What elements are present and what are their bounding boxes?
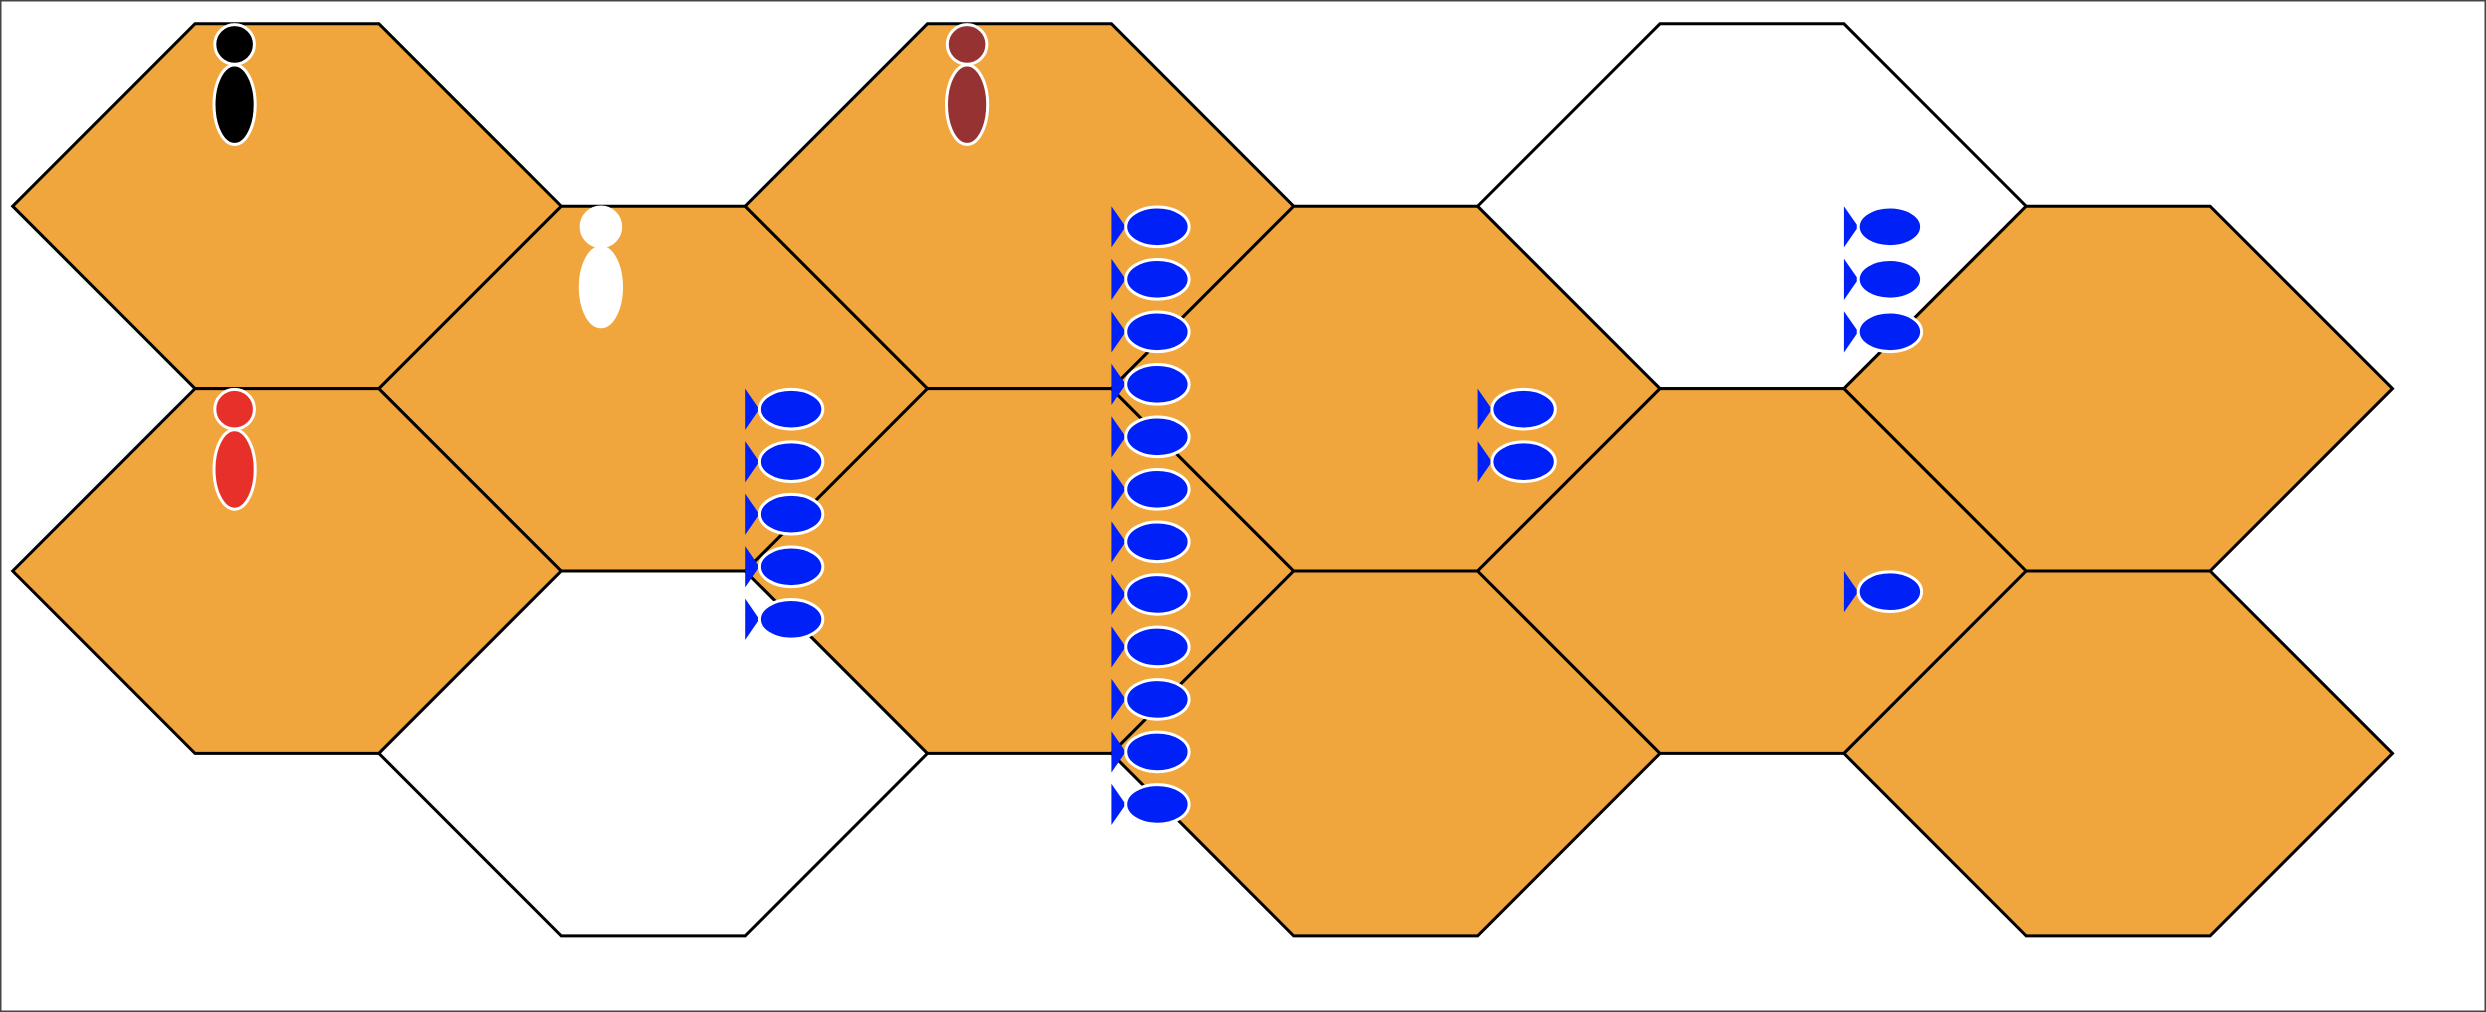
blue-disc-body bbox=[1124, 573, 1191, 616]
blue-disc-body bbox=[1124, 520, 1191, 564]
blue-flag-marker bbox=[745, 493, 760, 535]
blue-flag-marker bbox=[1843, 311, 1859, 353]
blue-disc[interactable] bbox=[1111, 363, 1191, 406]
brown-pawn-head bbox=[945, 23, 989, 66]
blue-disc-body bbox=[1490, 440, 1557, 484]
blue-disc[interactable] bbox=[745, 492, 825, 536]
white-pawn[interactable] bbox=[578, 205, 624, 329]
blue-disc[interactable] bbox=[1111, 205, 1191, 249]
blue-disc-body bbox=[757, 545, 825, 589]
blue-flag-marker bbox=[1477, 441, 1492, 483]
blue-flag-marker bbox=[1111, 731, 1126, 773]
white-pawn-body bbox=[578, 245, 624, 329]
blue-disc[interactable] bbox=[1111, 520, 1191, 564]
blue-flag-marker bbox=[1111, 626, 1126, 668]
blue-flag-marker bbox=[745, 441, 760, 483]
blue-flag-marker bbox=[1111, 258, 1126, 300]
blue-flag-marker bbox=[1843, 571, 1859, 613]
blue-flag-marker bbox=[1111, 416, 1126, 458]
blue-disc-body bbox=[1490, 387, 1557, 431]
blue-flag-marker bbox=[745, 546, 760, 588]
blue-disc-body bbox=[757, 440, 825, 484]
blue-disc[interactable] bbox=[745, 545, 825, 589]
blue-disc[interactable] bbox=[1111, 310, 1191, 354]
blue-disc[interactable] bbox=[1111, 783, 1191, 826]
blue-flag-marker bbox=[1843, 206, 1859, 248]
black-pawn[interactable] bbox=[212, 23, 257, 146]
hex-land-5-1[interactable] bbox=[1841, 569, 2395, 938]
white-pawn-head bbox=[579, 205, 623, 249]
blue-disc-body bbox=[1124, 678, 1191, 721]
stack-layer bbox=[745, 205, 1924, 826]
brown-pawn-body bbox=[945, 63, 990, 146]
blue-disc-body bbox=[1124, 310, 1191, 354]
blue-flag-marker bbox=[745, 598, 760, 640]
blue-flag-marker bbox=[1111, 468, 1126, 510]
blue-disc-body bbox=[1124, 415, 1191, 459]
blue-disc[interactable] bbox=[1111, 258, 1191, 301]
blue-disc[interactable] bbox=[745, 598, 825, 641]
blue-flag-marker bbox=[1111, 783, 1126, 825]
blue-disc-body bbox=[1856, 310, 1924, 354]
piece-layer bbox=[212, 23, 990, 511]
blue-flag-marker bbox=[745, 388, 760, 430]
blue-disc[interactable] bbox=[1477, 387, 1557, 431]
blue-disc[interactable] bbox=[1111, 573, 1191, 616]
blue-disc-body bbox=[1124, 205, 1191, 249]
blue-disc-body bbox=[1856, 205, 1924, 249]
blue-flag-marker bbox=[1111, 678, 1126, 720]
blue-disc-body bbox=[1124, 783, 1191, 826]
blue-disc[interactable] bbox=[1843, 205, 1924, 249]
blue-disc-body bbox=[1124, 468, 1191, 511]
blue-disc[interactable] bbox=[745, 440, 825, 484]
red-pawn[interactable] bbox=[212, 387, 257, 511]
blue-flag-marker bbox=[1111, 206, 1126, 248]
blue-flag-marker bbox=[1111, 573, 1126, 615]
blue-disc-body bbox=[1124, 625, 1191, 669]
blue-flag-marker bbox=[1111, 521, 1126, 563]
blue-flag-marker bbox=[1111, 311, 1126, 353]
blue-flag-marker bbox=[1111, 363, 1126, 405]
red-pawn-head bbox=[213, 387, 256, 431]
hex-layer bbox=[10, 22, 2395, 938]
blue-disc[interactable] bbox=[1111, 625, 1191, 669]
black-pawn-body bbox=[212, 63, 257, 146]
blue-disc-body bbox=[757, 387, 825, 431]
blue-disc[interactable] bbox=[745, 387, 825, 431]
blue-disc-body bbox=[1856, 570, 1924, 614]
blue-flag-marker bbox=[1477, 388, 1492, 430]
blue-disc[interactable] bbox=[1843, 310, 1924, 354]
blue-disc[interactable] bbox=[1843, 570, 1924, 614]
blue-disc-body bbox=[1124, 730, 1191, 774]
blue-disc[interactable] bbox=[1111, 415, 1191, 459]
blue-flag-marker bbox=[1843, 258, 1859, 300]
blue-disc-body bbox=[1124, 258, 1191, 301]
blue-disc[interactable] bbox=[1111, 730, 1191, 774]
blue-disc-body bbox=[757, 492, 825, 536]
red-pawn-body bbox=[212, 428, 257, 511]
brown-pawn[interactable] bbox=[945, 23, 990, 146]
blue-disc[interactable] bbox=[1111, 468, 1191, 511]
blue-disc-body bbox=[1124, 363, 1191, 406]
blue-disc-body bbox=[1856, 258, 1924, 301]
blue-disc[interactable] bbox=[1843, 258, 1924, 301]
blue-disc[interactable] bbox=[1111, 678, 1191, 721]
blue-disc[interactable] bbox=[1477, 440, 1557, 484]
black-pawn-head bbox=[213, 23, 256, 66]
blue-disc-body bbox=[757, 598, 825, 641]
